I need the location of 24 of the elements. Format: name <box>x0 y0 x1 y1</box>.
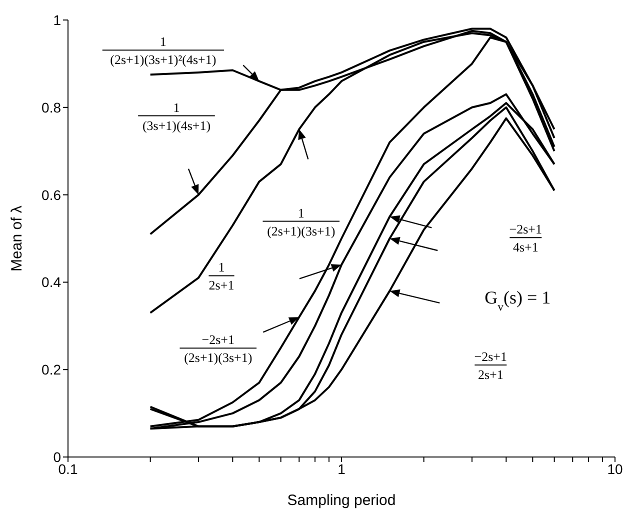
annotation: 1 <box>160 34 166 50</box>
y-tick-label: 0.8 <box>42 99 62 116</box>
annotation: −2s+1 <box>474 348 508 364</box>
annotation: (2s+1)(3s+1) <box>184 350 252 366</box>
annotation: (3s+1)(4s+1) <box>142 118 211 133</box>
y-tick-label: 0.6 <box>42 186 62 203</box>
annotation: (2s+1)(3s+1) <box>267 223 336 238</box>
annotation: −2s+1 <box>509 222 542 237</box>
x-tick-label: 1 <box>338 460 346 477</box>
annotation: 1 <box>173 100 180 115</box>
annotation: −2s+1 <box>202 332 234 348</box>
annotation: 4s+1 <box>512 240 538 255</box>
y-tick-label: 0.4 <box>42 274 62 290</box>
annotation: G$_{v}$(s) = 1 <box>484 288 551 313</box>
annotation: 2s+1 <box>208 278 234 293</box>
annotation: (2s+1)(3s+1)²(4s+1) <box>110 52 216 68</box>
x-axis-title: Sampling period <box>287 492 396 509</box>
y-tick-label: 1 <box>53 12 62 28</box>
x-tick-label: 10 <box>607 460 623 477</box>
annotation: 1 <box>218 260 225 275</box>
y-axis-title: Mean of λ <box>8 205 26 272</box>
annotation: 1 <box>298 205 304 220</box>
y-tick-label: 0.2 <box>42 362 62 378</box>
annotation: 2s+1 <box>478 366 504 382</box>
